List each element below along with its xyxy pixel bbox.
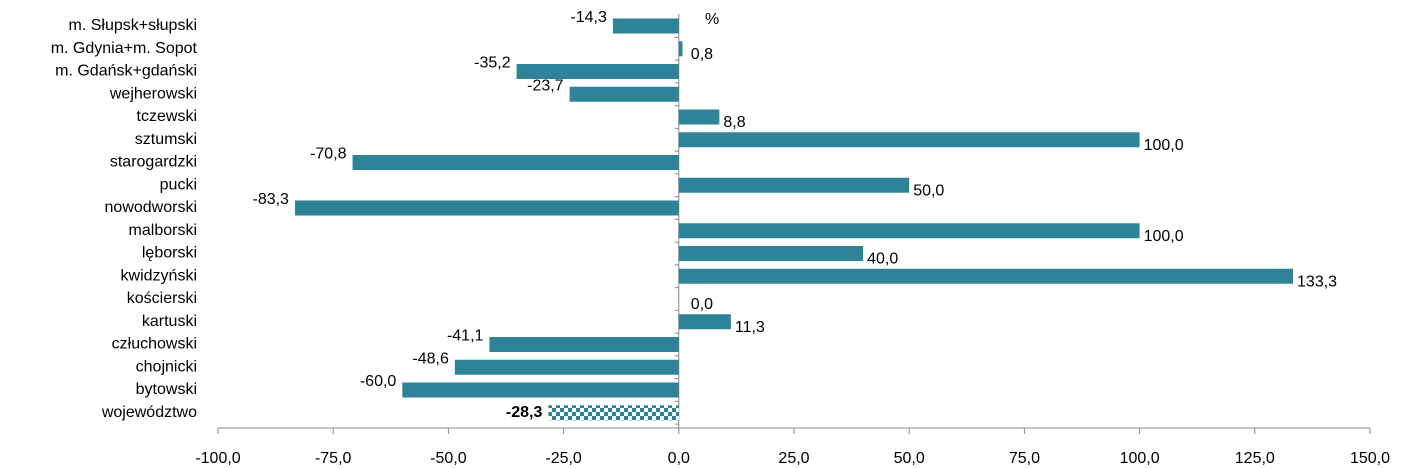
y-tick-label: m. Gdynia+m. Sopot [51, 40, 198, 57]
x-tick-label: -100,0 [195, 450, 240, 467]
y-tick-label: malborski [129, 222, 197, 239]
value-label: -83,3 [252, 191, 289, 208]
y-tick-label: lęborski [142, 245, 197, 262]
bar [516, 64, 679, 79]
x-tick-label: 100,0 [1120, 450, 1160, 467]
value-label: 8,8 [723, 114, 745, 131]
y-tick-label: tczewski [137, 108, 197, 125]
value-label: 0,0 [691, 296, 713, 313]
value-label: 50,0 [913, 182, 944, 199]
bar [612, 18, 679, 34]
bar [678, 314, 731, 330]
value-label: 100,0 [1144, 137, 1184, 154]
bar [678, 223, 1140, 239]
value-label: 0,8 [691, 46, 713, 63]
bar [678, 268, 1294, 284]
value-label: -70,8 [310, 146, 347, 163]
y-tick-label: sztumski [135, 131, 197, 148]
x-tick-label: 25,0 [778, 450, 809, 467]
x-tick-label: -25,0 [545, 450, 582, 467]
value-label: 100,0 [1144, 228, 1184, 245]
bar [454, 359, 679, 375]
unit-annotation: % [705, 11, 719, 28]
y-tick-label: wejherowski [109, 85, 197, 102]
x-tick-label: -50,0 [430, 450, 467, 467]
y-tick-label: nowodworski [105, 199, 197, 216]
value-label: -35,2 [474, 55, 511, 72]
x-tick-label: 75,0 [1009, 450, 1040, 467]
bar [489, 337, 679, 352]
y-tick-label: kwidzyński [121, 267, 197, 284]
bar [678, 109, 720, 125]
y-tick-label: pucki [160, 176, 197, 193]
y-tick-label: starogardzki [110, 154, 197, 171]
y-tick-label: kartuski [142, 313, 197, 330]
bar [678, 41, 683, 57]
bar [678, 177, 910, 193]
x-tick-label: 150,0 [1350, 450, 1390, 467]
bar [402, 382, 679, 398]
y-tick-label: m. Gdańsk+gdański [55, 63, 197, 80]
value-label: -14,3 [570, 9, 607, 26]
bar [548, 405, 679, 421]
y-tick-label: bytowski [136, 381, 197, 398]
y-tick-label: m. Słupsk+słupski [69, 17, 198, 34]
y-tick-label: chojnicki [136, 358, 197, 375]
value-label: -60,0 [360, 373, 397, 390]
bar [678, 132, 1140, 148]
x-tick-label: 50,0 [894, 450, 925, 467]
x-tick-label: -75,0 [315, 450, 352, 467]
value-label: -28,3 [506, 404, 543, 421]
y-tick-label: kościerski [127, 290, 197, 307]
value-label: 40,0 [867, 251, 898, 268]
value-label: -48,6 [412, 350, 449, 367]
value-label: -23,7 [527, 77, 564, 94]
value-label: -41,1 [447, 328, 484, 345]
bar [352, 155, 679, 170]
value-label: 11,3 [735, 319, 765, 336]
x-tick-label: 0,0 [668, 450, 690, 467]
y-tick-label: województwo [101, 404, 197, 421]
y-tick-label: człuchowski [112, 336, 197, 353]
bar [294, 200, 679, 216]
x-tick-label: 125,0 [1235, 450, 1275, 467]
bar [678, 246, 864, 261]
bar [569, 86, 679, 102]
value-label: 133,3 [1297, 273, 1337, 290]
